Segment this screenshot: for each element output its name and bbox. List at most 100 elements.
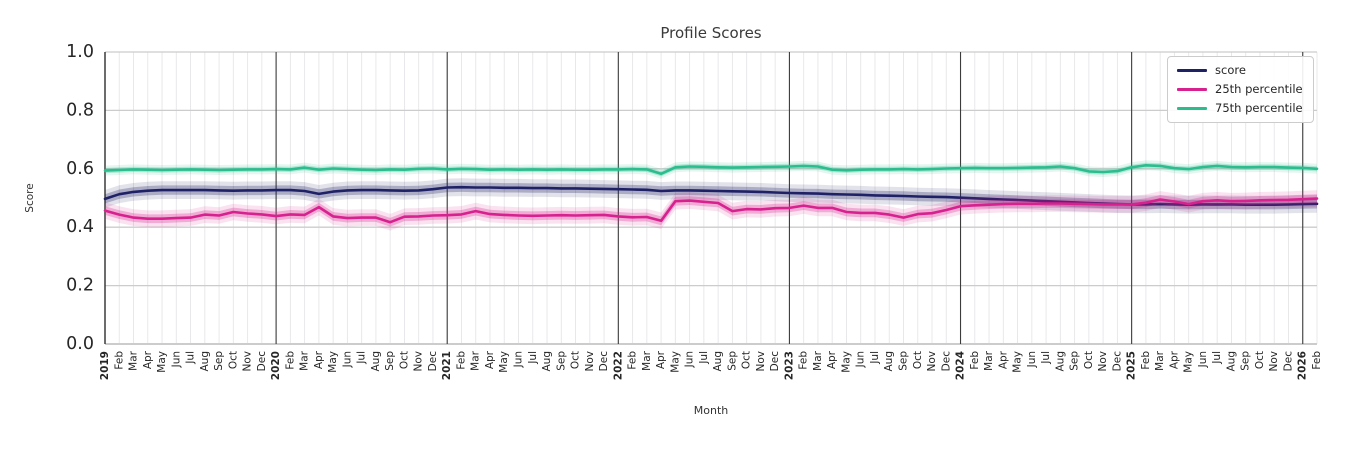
x-tick-label-month: Jun: [855, 351, 867, 368]
x-tick-label-month: Jun: [513, 351, 525, 368]
x-tick-label-month: Sep: [898, 351, 910, 371]
x-tick-label-year: 2020: [270, 351, 282, 380]
x-tick-label-month: Jun: [1197, 351, 1209, 368]
x-tick-label-month: Mar: [128, 350, 140, 370]
legend-swatch-75th-percentile: [1177, 107, 1207, 110]
x-tick-label-month: Apr: [142, 350, 154, 369]
x-tick-label-month: May: [669, 351, 681, 373]
x-tick-label-year: 2022: [612, 351, 624, 380]
x-tick-label-year: 2026: [1297, 351, 1309, 380]
x-tick-label-month: Feb: [456, 351, 468, 370]
series-layer: [103, 160, 1319, 231]
x-tick-label-month: Feb: [1140, 351, 1152, 370]
legend-item-25th-percentile: 25th percentile: [1177, 83, 1303, 96]
x-tick-label-month: Sep: [555, 351, 567, 371]
x-tick-label-year: 2023: [783, 351, 795, 380]
series-band-25th-percentile: [105, 194, 1317, 227]
x-tick-label-month: Mar: [812, 350, 824, 370]
series-line-25th-percentile: [103, 197, 1319, 224]
x-tick-label-month: Jul: [1211, 351, 1223, 365]
x-tick-label-year: 2021: [441, 351, 453, 380]
x-tick-label-month: Apr: [655, 350, 667, 369]
x-tick-label-month: Oct: [1083, 351, 1095, 369]
x-axis-label: Month: [694, 404, 729, 417]
x-tick-label-month: May: [1183, 351, 1195, 373]
x-tick-label-month: Jun: [1026, 351, 1038, 368]
legend-label-75th-percentile: 75th percentile: [1215, 101, 1303, 115]
x-tick-label-month: Mar: [470, 350, 482, 370]
x-tick-label-month: Feb: [284, 351, 296, 370]
x-tick-label-month: Jul: [527, 351, 539, 365]
x-tick-label-month: Apr: [997, 350, 1009, 369]
legend: score 25th percentile 75th percentile: [1167, 56, 1314, 123]
legend-swatch-25th-percentile: [1177, 88, 1207, 91]
legend-swatch-score: [1177, 69, 1207, 72]
legend-label-score: score: [1215, 63, 1246, 77]
x-tick-label-month: Aug: [199, 351, 211, 372]
x-tick-label-month: Nov: [584, 351, 596, 372]
x-tick-label-month: Nov: [242, 351, 254, 372]
x-tick-label-month: Jul: [869, 351, 881, 365]
x-tick-label-year: 2025: [1126, 351, 1138, 380]
y-tick-label: 0.4: [66, 217, 94, 237]
x-tick-label-month: Dec: [940, 351, 952, 372]
x-tick-label-month: Mar: [299, 350, 311, 370]
x-tick-label-month: Sep: [1069, 351, 1081, 371]
x-tick-label-year: 2024: [955, 351, 967, 380]
x-tick-label-month: Apr: [484, 350, 496, 369]
x-tick-label-month: Oct: [398, 351, 410, 369]
x-tick-label-month: Jun: [341, 351, 353, 368]
x-tick-label-month: Oct: [227, 351, 239, 369]
x-tick-label-month: Feb: [969, 351, 981, 370]
x-tick-label-month: Mar: [983, 350, 995, 370]
x-tick-label-year: 2019: [99, 351, 111, 380]
x-tick-label-month: Dec: [598, 351, 610, 372]
x-tick-label-month: Nov: [926, 351, 938, 372]
chart-title: Profile Scores: [660, 24, 761, 42]
x-tick-label-month: Jul: [356, 351, 368, 365]
legend-label-25th-percentile: 25th percentile: [1215, 82, 1303, 96]
x-tick-label-month: Nov: [413, 351, 425, 372]
legend-item-score: score: [1177, 64, 1303, 77]
x-tick-label-month: Dec: [256, 351, 268, 372]
grid-layer: [104, 51, 1318, 345]
series-band-75th-percentile: [105, 162, 1317, 177]
x-tick-label-month: Mar: [641, 350, 653, 370]
x-tick-label-month: Dec: [1111, 351, 1123, 372]
y-tick-label: 0.8: [66, 100, 94, 120]
y-tick-label: 0.6: [66, 159, 94, 179]
series-line-75th-percentile: [103, 164, 1319, 176]
x-tick-label-month: Jun: [684, 351, 696, 368]
x-tick-label-month: Nov: [1097, 351, 1109, 372]
x-tick-label-month: Aug: [541, 351, 553, 372]
x-tick-label-month: Sep: [384, 351, 396, 371]
x-tick-label-month: Feb: [1311, 351, 1323, 370]
x-tick-label-month: Apr: [313, 350, 325, 369]
series-band-outer-25th-percentile: [105, 190, 1317, 231]
x-tick-label-month: Dec: [427, 351, 439, 372]
y-tick-label: 1.0: [66, 42, 94, 62]
x-tick-label-month: Dec: [1283, 351, 1295, 372]
x-tick-label-month: May: [498, 351, 510, 373]
y-tick-label: 0.0: [66, 334, 94, 354]
x-tick-label-month: Sep: [726, 351, 738, 371]
x-tick-label-month: Nov: [1268, 351, 1280, 372]
x-tick-label-month: Oct: [741, 351, 753, 369]
x-tick-label-month: Apr: [1168, 350, 1180, 369]
x-tick-label-month: Jul: [1040, 351, 1052, 365]
x-tick-label-month: Jun: [170, 351, 182, 368]
x-tick-label-month: Sep: [1240, 351, 1252, 371]
x-tick-label-month: May: [327, 351, 339, 373]
y-tick-label: 0.2: [66, 276, 94, 296]
x-tick-label-month: Oct: [1254, 351, 1266, 369]
x-tick-label-month: Aug: [712, 351, 724, 372]
x-tick-label-month: Aug: [370, 351, 382, 372]
y-axis-label: Score: [24, 183, 36, 212]
x-tick-label-month: Aug: [883, 351, 895, 372]
x-tick-label-month: Dec: [769, 351, 781, 372]
x-tick-label-month: Aug: [1054, 351, 1066, 372]
x-tick-label-month: May: [841, 351, 853, 373]
